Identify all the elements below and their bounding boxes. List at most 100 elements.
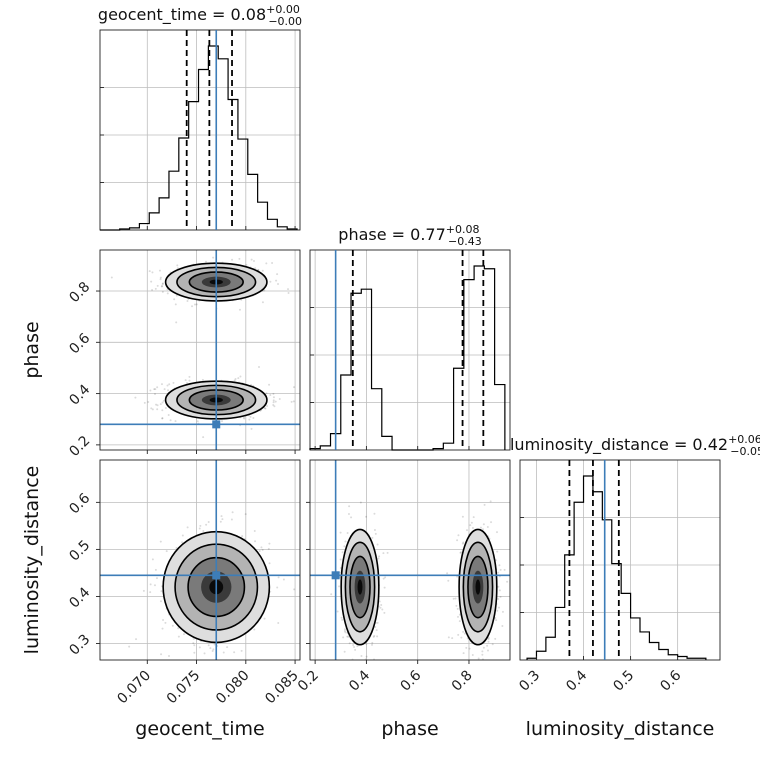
ytick-label-phase: 0.4 bbox=[66, 382, 93, 409]
xtick-label-luminosity_distance: 0.4 bbox=[563, 667, 590, 694]
sample-point bbox=[199, 524, 202, 527]
sample-point bbox=[287, 291, 290, 294]
sample-point bbox=[498, 589, 501, 592]
sample-point bbox=[222, 651, 225, 654]
sample-point bbox=[161, 290, 164, 293]
sample-point bbox=[456, 539, 459, 542]
sample-point bbox=[274, 400, 277, 403]
density-content bbox=[330, 500, 509, 666]
sample-point bbox=[263, 407, 266, 410]
sample-point bbox=[167, 654, 170, 657]
sample-point bbox=[373, 529, 376, 532]
xtick-label-luminosity_distance: 0.3 bbox=[516, 668, 543, 695]
sample-point bbox=[266, 404, 269, 407]
density-content bbox=[110, 256, 296, 439]
sample-point bbox=[293, 588, 296, 591]
xaxis-label-phase: phase bbox=[381, 718, 438, 740]
sample-point bbox=[497, 606, 500, 609]
sample-point bbox=[149, 389, 152, 392]
sample-point bbox=[486, 644, 489, 647]
sample-point bbox=[380, 604, 383, 607]
sample-point bbox=[491, 643, 494, 646]
ytick-label-phase: 0.8 bbox=[66, 279, 93, 306]
sample-point bbox=[290, 400, 293, 403]
ytick-label-luminosity_distance: 0.3 bbox=[66, 632, 93, 659]
sample-point bbox=[457, 633, 460, 636]
sample-point bbox=[365, 655, 368, 658]
yaxis-label-phase: phase bbox=[21, 321, 43, 378]
xtick-label-phase: 0.8 bbox=[449, 668, 476, 695]
sample-point bbox=[481, 528, 484, 531]
sample-point bbox=[185, 381, 188, 384]
truth-marker bbox=[212, 420, 221, 429]
sample-point bbox=[379, 606, 382, 609]
sample-point bbox=[149, 591, 152, 594]
title-lower-error: −0.00 bbox=[268, 15, 302, 28]
contour-line bbox=[458, 528, 498, 646]
sample-point bbox=[462, 541, 465, 544]
sample-point bbox=[156, 408, 159, 411]
sample-point bbox=[160, 653, 163, 656]
hist-panel-geocent_time: geocent_time = 0.08+0.00 −0.00 bbox=[98, 3, 302, 231]
sample-point bbox=[494, 637, 497, 640]
xtick-label-phase: 0.4 bbox=[346, 667, 373, 694]
hist-frame bbox=[309, 249, 511, 451]
sample-point bbox=[147, 401, 150, 404]
sample-point bbox=[245, 263, 248, 266]
sample-point bbox=[371, 664, 373, 666]
sample-point bbox=[265, 392, 268, 395]
sample-point bbox=[237, 377, 240, 380]
sample-point bbox=[142, 589, 145, 592]
sample-point bbox=[386, 551, 389, 554]
sample-point bbox=[458, 613, 461, 616]
sample-point bbox=[374, 532, 377, 535]
sample-point bbox=[207, 520, 210, 523]
sample-point bbox=[201, 378, 204, 381]
sample-point bbox=[272, 404, 275, 407]
sample-point bbox=[496, 550, 499, 553]
xtick-label-geocent_time: 0.085 bbox=[262, 668, 302, 708]
sample-point bbox=[272, 396, 275, 399]
sample-point bbox=[293, 386, 296, 389]
sample-point bbox=[188, 379, 191, 382]
sample-point bbox=[128, 645, 131, 648]
sample-point bbox=[176, 264, 179, 267]
title-lower-error: −0.05 bbox=[730, 445, 760, 458]
sample-point bbox=[244, 513, 247, 516]
sample-point bbox=[174, 303, 177, 306]
sample-point bbox=[360, 654, 363, 657]
sample-point bbox=[378, 555, 381, 558]
sample-point bbox=[330, 593, 333, 596]
xtick-label-phase: 0.2 bbox=[295, 668, 322, 695]
sample-point bbox=[238, 257, 241, 260]
sample-point bbox=[343, 545, 346, 548]
sample-point bbox=[461, 542, 464, 545]
sample-point bbox=[336, 610, 339, 613]
xtick-label-phase: 0.6 bbox=[397, 667, 424, 694]
panel-title-phase: phase = 0.77+0.08 −0.43 bbox=[338, 223, 481, 248]
sample-point bbox=[287, 288, 290, 291]
sample-point bbox=[348, 642, 351, 645]
sample-point bbox=[230, 518, 233, 521]
sample-point bbox=[161, 401, 164, 404]
ytick-label-luminosity_distance: 0.4 bbox=[66, 584, 93, 611]
sample-point bbox=[163, 388, 166, 391]
sample-point bbox=[339, 531, 342, 534]
sample-point bbox=[258, 366, 261, 369]
sample-point bbox=[161, 283, 164, 286]
sample-point bbox=[343, 629, 346, 632]
sample-point bbox=[447, 636, 450, 639]
sample-point bbox=[487, 640, 490, 643]
sample-point bbox=[161, 627, 164, 630]
density-panel-geocent_time-phase bbox=[96, 249, 301, 454]
yaxis-label-luminosity_distance: luminosity_distance bbox=[21, 466, 43, 655]
sample-point bbox=[159, 403, 162, 406]
sample-point bbox=[456, 607, 459, 610]
sample-point bbox=[497, 597, 500, 600]
sample-point bbox=[220, 515, 223, 518]
sample-point bbox=[261, 269, 264, 272]
sample-point bbox=[273, 405, 276, 408]
density-level bbox=[357, 579, 363, 595]
sample-point bbox=[487, 649, 490, 652]
sample-point bbox=[231, 258, 234, 261]
